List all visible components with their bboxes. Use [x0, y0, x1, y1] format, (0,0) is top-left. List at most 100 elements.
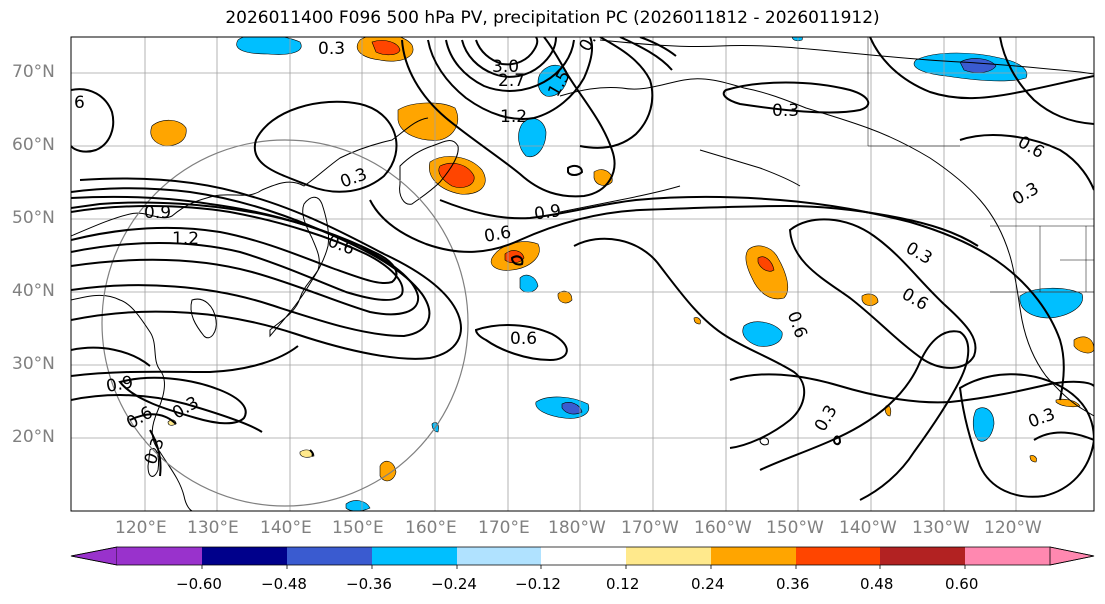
pv-contour [71, 205, 404, 301]
lat-label: 20°N [12, 427, 55, 447]
coastline-aleutians [559, 149, 801, 213]
coastline-philippines [147, 448, 159, 477]
precip-blob [519, 274, 539, 293]
pv-contour [401, 37, 616, 198]
precip-blob [861, 293, 879, 306]
precip-blob [371, 40, 401, 56]
lon-label: 180°W [548, 518, 606, 538]
colorbar-tick-label: −0.12 [515, 575, 561, 593]
coastline-alaska [559, 78, 1094, 417]
colorbar-outline [70, 546, 1095, 566]
contour-label: 0.6 [483, 223, 513, 247]
precip-blob [438, 163, 475, 188]
lat-label: 50°N [12, 208, 55, 228]
contour-label: 1.2 [500, 107, 527, 127]
pv-contour [573, 237, 805, 449]
pv-contour [959, 134, 1094, 191]
colorbar-tick-label: 0.36 [776, 575, 810, 593]
map-title: 2026011400 F096 500 hPa PV, precipitatio… [225, 8, 880, 28]
precip-blob [791, 37, 803, 42]
colorbar-segment [287, 547, 372, 565]
contour-label: 0.6 [510, 329, 537, 349]
colorbar-segment [796, 547, 880, 565]
coastline-kamchatka [399, 140, 459, 205]
map-frame [70, 36, 1095, 512]
colorbar [70, 546, 1095, 569]
coastline-arctic [599, 39, 1094, 75]
colorbar-extend-low [70, 546, 118, 566]
lon-label: 130°E [187, 518, 239, 538]
lat-label: 60°N [12, 135, 55, 155]
colorbar-tick-label: −0.60 [176, 575, 222, 593]
pv-contour [832, 435, 842, 446]
contour-label: 0.9 [105, 373, 135, 397]
precip-blob [742, 321, 783, 347]
borders [867, 37, 1094, 293]
lon-label: 150°E [332, 518, 384, 538]
contour-label: 0.3 [772, 101, 799, 121]
pv-contour [474, 324, 568, 362]
lon-label: 160°W [694, 518, 752, 538]
precip-blob [593, 169, 613, 186]
pv-contour [729, 373, 1094, 404]
lon-label: 120°E [115, 518, 167, 538]
pv-contour [1033, 431, 1094, 441]
precip-blob [972, 407, 995, 442]
lon-label: 140°W [839, 518, 897, 538]
pv-contour [722, 81, 870, 114]
contour-label: 2.7 [498, 71, 525, 91]
pv-contour [149, 429, 314, 477]
colorbar-tick-label: −0.36 [346, 575, 392, 593]
contour-label: 0.9 [533, 201, 563, 225]
pv-contour [869, 37, 1094, 100]
pv-contour [619, 37, 677, 71]
pv-contour [71, 345, 299, 433]
map-background [71, 37, 1094, 511]
lon-label: 120°W [984, 518, 1042, 538]
pv-contour [999, 37, 1094, 125]
colorbar-segment [711, 547, 796, 565]
precip-blob [757, 256, 775, 272]
pv-contour [475, 37, 539, 66]
colorbar-tick-label: −0.48 [261, 575, 307, 593]
pv-contour [579, 37, 654, 149]
pv-contour [958, 373, 1094, 498]
colorbar-segment [457, 547, 541, 565]
colorbar-tick-label: −0.24 [431, 575, 477, 593]
pv-contour [759, 330, 970, 501]
lon-label: 150°W [766, 518, 824, 538]
lat-label: 40°N [12, 281, 55, 301]
pv-contour [71, 201, 398, 284]
colorbar-segment [372, 547, 457, 565]
colorbar-segment [626, 547, 711, 565]
precip-blob [345, 500, 371, 511]
lon-label: 130°W [912, 518, 970, 538]
pv-contour [71, 346, 177, 425]
colorbar-tick-label: 0.12 [606, 575, 640, 593]
colorbar-segment [880, 547, 965, 565]
pv-contour [567, 164, 584, 176]
precip-blob [693, 317, 701, 325]
pv-contours [71, 37, 1094, 501]
pv-contour [71, 187, 431, 338]
colorbar-extend-high [1049, 546, 1095, 566]
precip-blob [1029, 455, 1037, 463]
coastline-hawaii [759, 437, 769, 446]
pv-contour [461, 37, 557, 78]
lon-label: 160°E [405, 518, 457, 538]
pv-contour [427, 37, 593, 120]
pv-contour [71, 195, 420, 316]
precip-blob [745, 245, 789, 300]
pv-contour [439, 196, 1065, 401]
contour-label: 3.0 [492, 57, 519, 77]
precip-blob [518, 118, 547, 158]
contour-label: 0.3 [318, 39, 345, 59]
lon-label: 140°E [260, 518, 312, 538]
range-circle [101, 139, 469, 507]
pv-contour [71, 177, 462, 360]
colorbar-segment [117, 547, 202, 565]
contour-label: 6 [74, 93, 85, 113]
precip-blob [150, 119, 187, 147]
lat-label: 30°N [12, 354, 55, 374]
